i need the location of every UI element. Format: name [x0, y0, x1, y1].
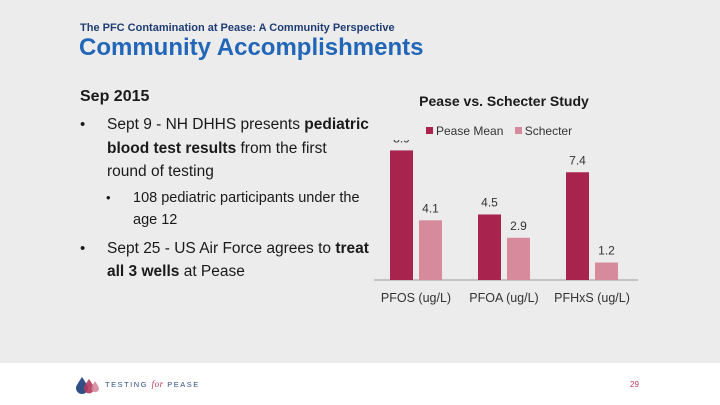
legend-label-pease: Pease Mean [436, 124, 504, 138]
legend-item-schecter: Schecter [514, 124, 573, 138]
data-label: 4.5 [481, 195, 498, 209]
bullet-text-end: from the first round of testing [107, 139, 327, 181]
x-tick-label: PFOA (ug/L) [469, 291, 538, 305]
bar-schecter-1 [507, 237, 530, 280]
sub-bullet-text: 108 pediatric participants under the age… [133, 189, 360, 229]
water-drops-logo-icon [76, 377, 99, 394]
bullet-item: • Sept 9 - NH DHHS presents pediatric bl… [80, 113, 370, 184]
data-label: 2.9 [510, 219, 527, 233]
legend-label-schecter: Schecter [524, 124, 573, 138]
bar-pease-0 [390, 150, 413, 280]
bar-chart: 8.9 4.1 PFOS (ug/L) 4.5 2.9 PFOA (ug/L) 7.4 1.2… [374, 140, 638, 305]
sub-bullet-item: • 108 pediatric participants under the a… [80, 187, 370, 232]
bar-schecter-2 [595, 262, 618, 280]
data-label: 7.4 [569, 153, 586, 167]
legend-swatch-pease [426, 127, 433, 135]
bullet-dot-icon: • [106, 189, 111, 205]
bar-schecter-0 [419, 220, 442, 280]
data-label: 1.2 [598, 244, 615, 258]
bullet-bold-text: pediatric blood test results [107, 116, 369, 157]
data-label: 4.1 [422, 201, 439, 215]
bullet-text-end: at Pease [179, 263, 245, 280]
x-tick-label: PFOS (ug/L) [381, 291, 451, 305]
brand-logo-text: TESTING for PEASE [105, 379, 200, 389]
bullet-text: Sept 9 - NH DHHS presents [107, 116, 305, 133]
presentation-supertitle: The PFC Contamination at Pease: A Commun… [80, 22, 395, 34]
brand-text-pre: TESTING [105, 380, 152, 389]
bullet-dot-icon: • [80, 239, 86, 257]
bullet-text: Sept 25 - US Air Force agrees to [107, 239, 336, 257]
bullet-list: • Sept 9 - NH DHHS presents pediatric bl… [80, 113, 370, 284]
chart-title: Pease vs. Schecter Study [419, 93, 589, 109]
footer-bar: TESTING for PEASE 29 [0, 363, 720, 405]
chart-legend: Pease Mean Schecter [426, 124, 580, 138]
bar-pease-2 [566, 172, 589, 280]
brand-text-post: PEASE [163, 380, 200, 389]
bullet-dot-icon: • [80, 116, 86, 133]
brand-text-mid: for [151, 379, 164, 389]
legend-swatch-schecter [514, 127, 522, 135]
section-heading: Sep 2015 [80, 88, 150, 105]
legend-item-pease: Pease Mean [426, 124, 503, 138]
bullet-bold-text: treat all 3 wells [107, 239, 369, 281]
bullet-item: • Sept 25 - US Air Force agrees to treat… [80, 237, 370, 284]
slide-title: Community Accomplishments [79, 34, 424, 61]
bar-pease-1 [478, 214, 501, 280]
page-number: 29 [630, 380, 639, 389]
x-tick-label: PFHxS (ug/L) [554, 291, 630, 305]
data-label: 8.9 [393, 140, 410, 145]
